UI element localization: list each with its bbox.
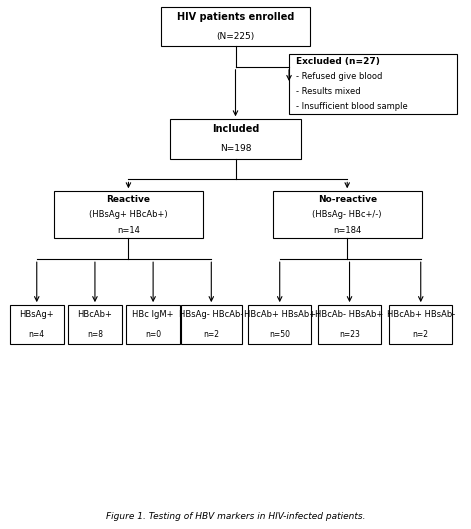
FancyBboxPatch shape	[273, 191, 422, 239]
Text: Excluded (n=27): Excluded (n=27)	[296, 57, 380, 66]
Text: n=8: n=8	[87, 330, 103, 339]
Text: n=0: n=0	[145, 330, 161, 339]
FancyBboxPatch shape	[289, 54, 456, 114]
Text: Figure 1. Testing of HBV markers in HIV-infected patients.: Figure 1. Testing of HBV markers in HIV-…	[106, 512, 365, 521]
Text: n=23: n=23	[339, 330, 360, 339]
FancyBboxPatch shape	[54, 191, 203, 239]
Text: N=198: N=198	[220, 144, 251, 153]
Text: No-reactive: No-reactive	[317, 195, 377, 204]
Text: HBcAb+ HBsAb+: HBcAb+ HBsAb+	[244, 311, 316, 320]
Text: HBsAg- HBcAb-: HBsAg- HBcAb-	[179, 311, 244, 320]
FancyBboxPatch shape	[181, 305, 242, 344]
Text: (HBsAg+ HBcAb+): (HBsAg+ HBcAb+)	[89, 210, 168, 220]
Text: n=184: n=184	[333, 226, 361, 235]
Text: n=2: n=2	[203, 330, 219, 339]
FancyBboxPatch shape	[68, 305, 122, 344]
Text: HIV patients enrolled: HIV patients enrolled	[177, 12, 294, 22]
Text: Reactive: Reactive	[106, 195, 150, 204]
Text: - Refused give blood: - Refused give blood	[296, 72, 382, 81]
Text: - Results mixed: - Results mixed	[296, 87, 361, 96]
FancyBboxPatch shape	[126, 305, 180, 344]
Text: HBc IgM+: HBc IgM+	[132, 311, 174, 320]
Text: n=14: n=14	[117, 226, 140, 235]
FancyBboxPatch shape	[318, 305, 381, 344]
FancyBboxPatch shape	[10, 305, 64, 344]
Text: (HBsAg- HBc+/-): (HBsAg- HBc+/-)	[312, 210, 382, 220]
Text: HBsAg+: HBsAg+	[19, 311, 54, 320]
FancyBboxPatch shape	[161, 7, 310, 46]
Text: - Insufficient blood sample: - Insufficient blood sample	[296, 102, 408, 111]
Text: n=2: n=2	[413, 330, 429, 339]
Text: n=4: n=4	[29, 330, 45, 339]
Text: n=50: n=50	[269, 330, 290, 339]
Text: HBcAb- HBsAb+: HBcAb- HBsAb+	[316, 311, 384, 320]
Text: HBcAb+ HBsAb-: HBcAb+ HBsAb-	[387, 311, 455, 320]
Text: Included: Included	[212, 124, 259, 134]
FancyBboxPatch shape	[171, 119, 300, 159]
FancyBboxPatch shape	[248, 305, 311, 344]
Text: HBcAb+: HBcAb+	[78, 311, 113, 320]
Text: (N=225): (N=225)	[216, 32, 255, 41]
FancyBboxPatch shape	[390, 305, 452, 344]
